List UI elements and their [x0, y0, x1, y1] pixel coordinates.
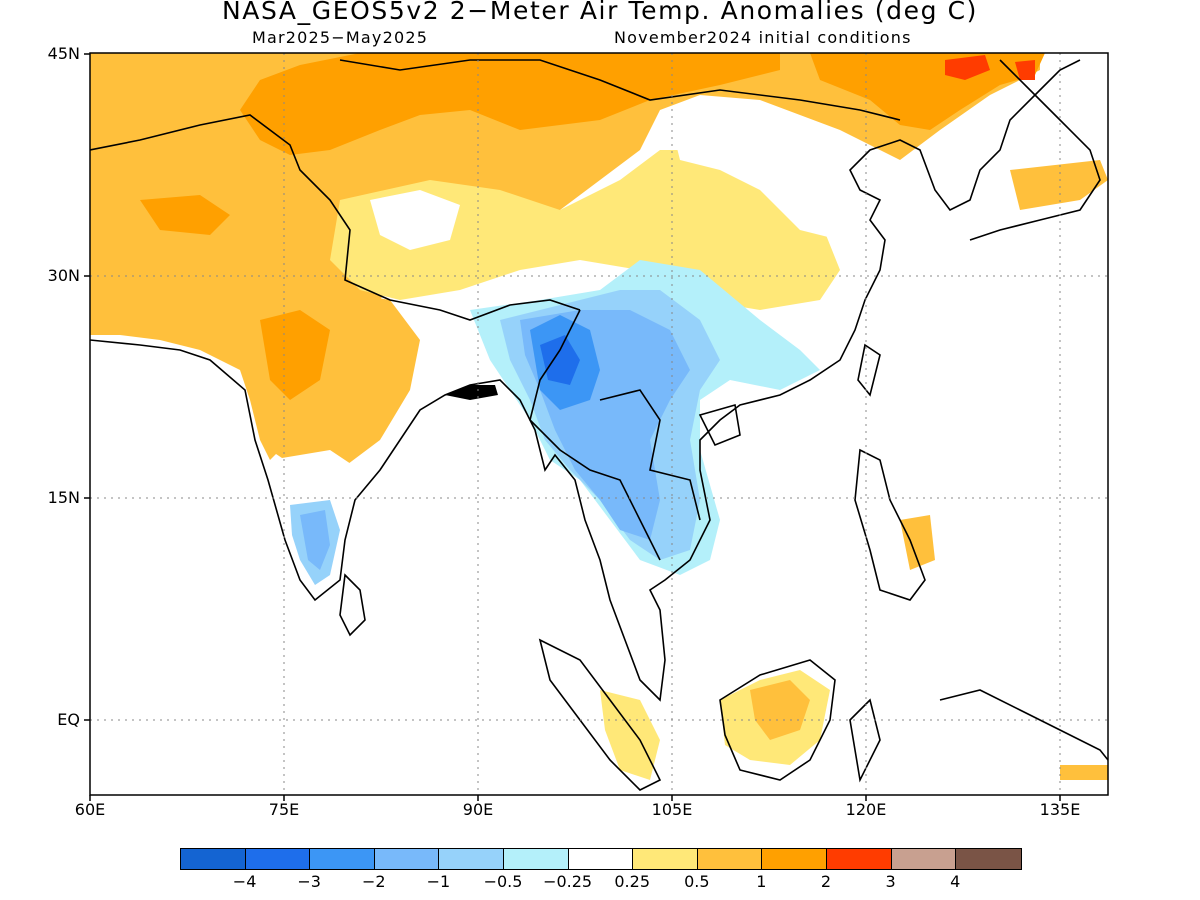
coastline	[698, 403, 741, 447]
colorbar-label: 0.5	[684, 872, 710, 891]
lat-label-eq: EQ	[57, 710, 80, 729]
coastline	[719, 659, 836, 781]
colorbar-label: 0.25	[614, 872, 650, 891]
colorbar-label: −2	[362, 872, 386, 891]
anomaly-region	[260, 310, 330, 400]
anomaly-region	[600, 690, 660, 780]
ticks	[84, 53, 1061, 801]
lat-label-30n: 30N	[47, 266, 80, 285]
lon-label-135e: 135E	[1039, 800, 1081, 819]
coastline	[538, 638, 662, 791]
colorbar-label: −0.25	[543, 872, 593, 891]
lat-label-15n: 15N	[47, 488, 80, 507]
anomaly-region	[1010, 160, 1108, 210]
anomaly-region	[900, 515, 935, 570]
colorbar-swatch	[891, 849, 957, 869]
colorbar	[180, 848, 1022, 870]
anomaly-region	[1015, 60, 1035, 80]
colorbar-swatch	[503, 849, 569, 869]
colorbar-label: −1	[426, 872, 451, 891]
coastline	[969, 59, 1101, 241]
colorbar-swatch	[245, 849, 311, 869]
coastlines	[90, 59, 1108, 791]
colorbar-swatch	[181, 849, 246, 869]
colorbar-label: 1	[756, 872, 767, 891]
colorbar-label: −4	[232, 872, 257, 891]
colorbar-swatch	[633, 849, 698, 869]
map-frame	[89, 52, 1109, 796]
colorbar-swatch	[310, 849, 375, 869]
border	[529, 309, 661, 561]
anomaly-region	[1060, 765, 1108, 780]
coastline	[339, 573, 366, 637]
colorbar-label: −3	[297, 872, 321, 891]
border	[90, 114, 581, 321]
anomaly-region	[445, 385, 498, 400]
forecast-period: Mar2025−May2025	[252, 28, 429, 47]
colorbar-label: 4	[950, 872, 961, 891]
colorbar-swatch	[956, 849, 1021, 869]
anomaly-region	[945, 55, 990, 80]
coastline	[90, 59, 1081, 702]
anomaly-fields	[90, 53, 1108, 780]
anomaly-region	[540, 335, 580, 385]
anomaly-region	[810, 53, 1045, 130]
lat-label-45n: 45N	[47, 44, 80, 63]
anomaly-region	[670, 110, 880, 240]
lon-label-90e: 90E	[462, 800, 494, 819]
lon-label-120e: 120E	[845, 800, 887, 819]
anomaly-region	[300, 510, 330, 570]
colorbar-label: 2	[820, 872, 832, 891]
coastline	[939, 689, 1108, 761]
lon-label-105e: 105E	[651, 800, 693, 819]
anomaly-region	[370, 190, 460, 250]
initial-conditions: November2024 initial conditions	[614, 28, 912, 47]
anomaly-region	[330, 150, 840, 310]
colorbar-label: 3	[885, 872, 896, 891]
colorbar-label: −0.5	[483, 872, 523, 891]
colorbar-swatch	[762, 849, 827, 869]
anomaly-region	[240, 53, 780, 155]
border	[599, 389, 701, 521]
lon-label-75e: 75E	[268, 800, 300, 819]
border	[339, 59, 901, 121]
colorbar-swatch	[568, 849, 634, 869]
colorbar-swatch	[374, 849, 440, 869]
anomaly-region	[140, 195, 230, 235]
anomaly-region	[750, 680, 810, 740]
colorbar-swatch	[697, 849, 763, 869]
coastline	[854, 448, 926, 601]
colorbar-swatch	[826, 849, 892, 869]
gridlines	[90, 53, 1108, 795]
lon-label-60e: 60E	[74, 800, 106, 819]
colorbar-swatch	[439, 849, 504, 869]
coastline	[857, 343, 881, 397]
coastline	[849, 698, 881, 783]
map-title: NASA_GEOS5v2 2−Meter Air Temp. Anomalies…	[222, 0, 978, 25]
